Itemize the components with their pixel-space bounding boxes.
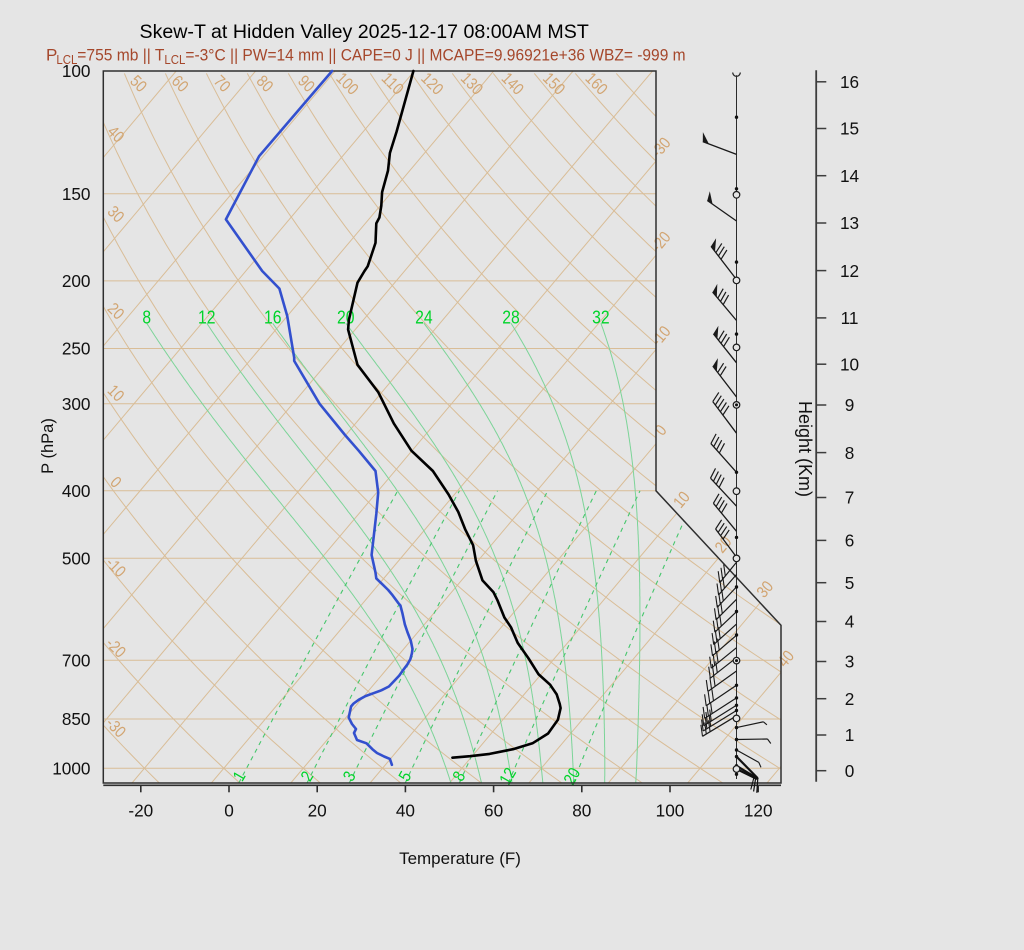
svg-text:6: 6 (845, 531, 855, 551)
svg-text:8: 8 (845, 443, 855, 463)
svg-text:15: 15 (840, 119, 859, 139)
svg-text:12: 12 (198, 307, 216, 328)
svg-text:7: 7 (845, 488, 855, 508)
svg-text:16: 16 (840, 72, 859, 92)
svg-text:120: 120 (744, 801, 773, 821)
svg-text:LCL: LCL (164, 53, 185, 67)
svg-text:=-3°C || PW=14 mm || CAPE=0 J: =-3°C || PW=14 mm || CAPE=0 J || MCAPE=9… (185, 46, 685, 65)
svg-text:32: 32 (592, 307, 610, 328)
svg-text:20: 20 (308, 801, 327, 821)
svg-text:700: 700 (62, 650, 91, 670)
svg-text:40: 40 (396, 801, 415, 821)
svg-text:13: 13 (840, 213, 859, 233)
svg-text:Skew-T at Hidden Valley 2025-1: Skew-T at Hidden Valley 2025-12-17 08:00… (140, 21, 589, 43)
svg-text:500: 500 (62, 549, 91, 569)
svg-text:11: 11 (841, 308, 859, 328)
svg-text:28: 28 (502, 307, 520, 328)
svg-text:24: 24 (415, 307, 433, 328)
svg-text:2: 2 (845, 689, 855, 709)
svg-text:850: 850 (62, 709, 91, 729)
svg-text:250: 250 (62, 339, 91, 359)
svg-text:150: 150 (62, 184, 91, 204)
svg-text:4: 4 (845, 612, 855, 632)
svg-text:Temperature (F): Temperature (F) (399, 849, 521, 868)
svg-text:100: 100 (656, 801, 685, 821)
svg-text:0: 0 (224, 801, 234, 821)
svg-text:60: 60 (484, 801, 503, 821)
svg-text:100: 100 (62, 61, 91, 81)
svg-text:=755 mb || T: =755 mb || T (77, 46, 164, 65)
svg-text:1000: 1000 (52, 758, 90, 778)
svg-text:P: P (46, 46, 57, 65)
svg-text:0: 0 (845, 761, 855, 781)
svg-text:10: 10 (840, 354, 859, 374)
svg-text:5: 5 (845, 573, 855, 593)
svg-text:9: 9 (845, 395, 855, 415)
svg-text:14: 14 (840, 166, 860, 186)
svg-text:16: 16 (264, 307, 282, 328)
svg-text:300: 300 (62, 394, 91, 414)
svg-text:400: 400 (62, 481, 91, 501)
svg-text:Height (Km): Height (Km) (795, 401, 815, 497)
svg-text:1: 1 (845, 725, 855, 745)
svg-text:80: 80 (572, 801, 591, 821)
svg-text:LCL: LCL (56, 53, 77, 67)
svg-text:8: 8 (142, 307, 151, 328)
svg-text:200: 200 (62, 271, 91, 291)
svg-text:P (hPa): P (hPa) (39, 418, 57, 474)
svg-text:-20: -20 (128, 801, 153, 821)
svg-text:12: 12 (840, 261, 859, 281)
svg-text:3: 3 (845, 652, 855, 672)
